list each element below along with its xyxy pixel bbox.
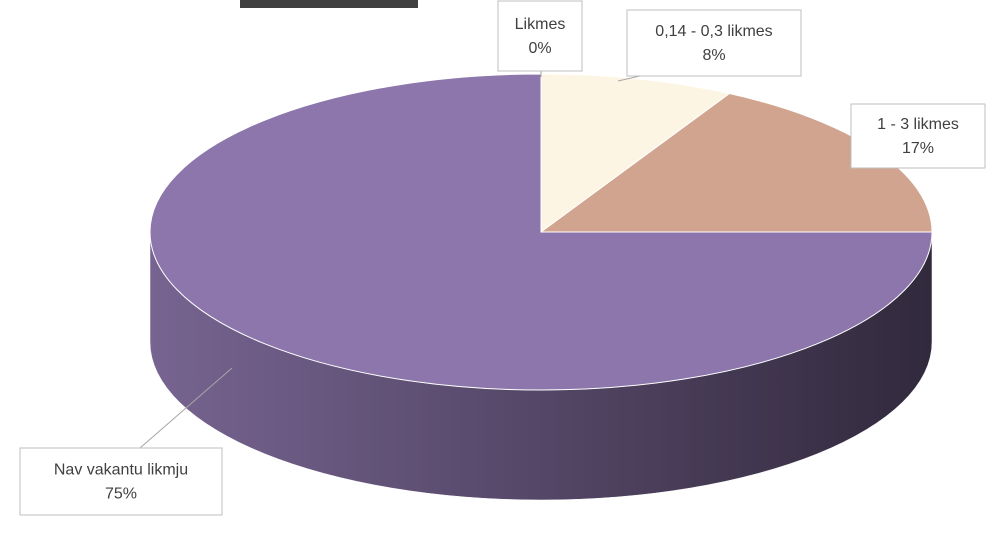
data-label-box bbox=[626, 9, 802, 77]
data-label-box bbox=[19, 447, 223, 516]
data-label-name: 1 - 3 likmes bbox=[877, 116, 959, 133]
data-label-box bbox=[850, 103, 986, 169]
data-label-value: 75% bbox=[105, 486, 137, 503]
data-label-value: 8% bbox=[702, 47, 725, 64]
data-label-name: Likmes bbox=[515, 16, 566, 33]
slice bbox=[149, 73, 933, 391]
data-label-value: 0% bbox=[528, 40, 551, 57]
data-label-box bbox=[497, 0, 583, 72]
data-label-name: Nav vakantu likmju bbox=[54, 462, 188, 479]
data-label-name: 0,14 - 0,3 likmes bbox=[655, 23, 772, 40]
leader-line bbox=[139, 367, 233, 449]
slice bbox=[540, 73, 731, 233]
title-box bbox=[240, 0, 418, 8]
data-label-value: 17% bbox=[902, 140, 934, 157]
leader-line bbox=[617, 75, 641, 82]
